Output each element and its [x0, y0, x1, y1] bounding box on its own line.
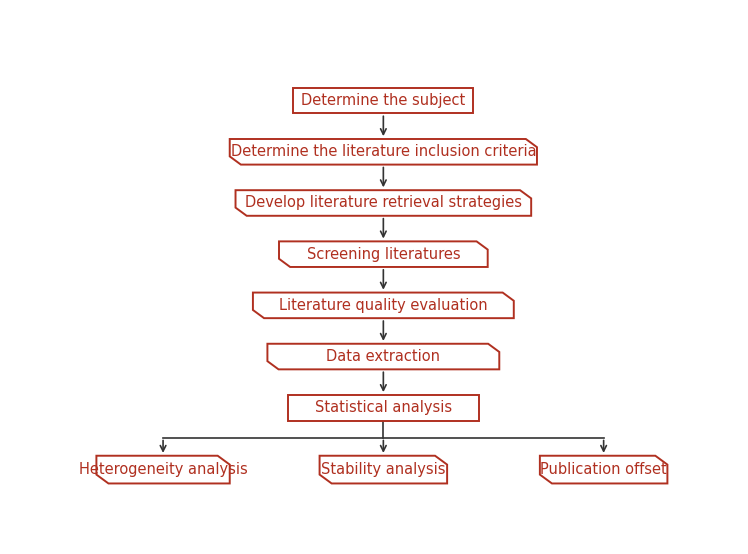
Polygon shape — [253, 293, 514, 318]
Polygon shape — [230, 139, 537, 165]
Polygon shape — [540, 456, 667, 484]
Text: Develop literature retrieval strategies: Develop literature retrieval strategies — [245, 196, 522, 211]
Polygon shape — [279, 242, 488, 267]
Text: Publication offset: Publication offset — [540, 462, 667, 477]
Text: Statistical analysis: Statistical analysis — [315, 400, 452, 416]
Text: Literature quality evaluation: Literature quality evaluation — [279, 298, 488, 313]
FancyBboxPatch shape — [293, 88, 473, 114]
Polygon shape — [236, 190, 531, 216]
Text: Determine the subject: Determine the subject — [301, 93, 465, 108]
Text: Stability analysis: Stability analysis — [321, 462, 446, 477]
FancyBboxPatch shape — [288, 395, 479, 420]
Text: Screening literatures: Screening literatures — [307, 247, 460, 261]
Polygon shape — [267, 343, 500, 370]
Polygon shape — [319, 456, 447, 484]
Polygon shape — [96, 456, 230, 484]
Text: Determine the literature inclusion criteria: Determine the literature inclusion crite… — [230, 144, 536, 160]
Text: Data extraction: Data extraction — [326, 349, 441, 364]
Text: Heterogeneity analysis: Heterogeneity analysis — [79, 462, 248, 477]
